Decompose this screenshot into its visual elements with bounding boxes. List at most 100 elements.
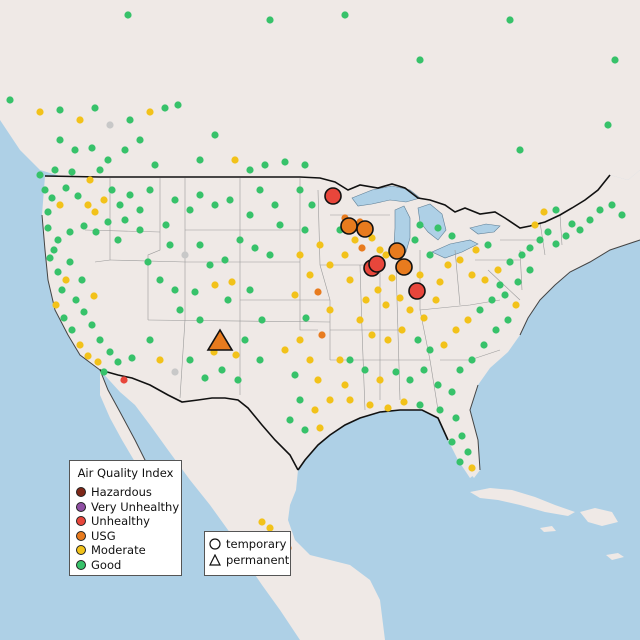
- monitor-dot: [488, 296, 496, 304]
- monitor-dot: [308, 201, 316, 209]
- monitor-dot: [196, 241, 204, 249]
- monitor-dot: [291, 291, 299, 299]
- monitor-dot: [156, 276, 164, 284]
- monitor-dot: [246, 166, 254, 174]
- monitor-dot: [84, 201, 92, 209]
- monitor-dot: [452, 414, 460, 422]
- monitor-dot: [54, 236, 62, 244]
- monitor-type-legend: temporary permanent: [204, 531, 291, 576]
- monitor-dot: [68, 168, 76, 176]
- lake-ontario: [469, 223, 501, 235]
- monitor-dot: [434, 224, 442, 232]
- monitor-dot: [286, 416, 294, 424]
- monitor-dot: [416, 401, 424, 409]
- monitor-dot: [484, 241, 492, 249]
- circle-icon: [209, 538, 221, 550]
- monitor-dot: [196, 191, 204, 199]
- monitor-dot: [196, 316, 204, 324]
- monitor-dot: [234, 376, 242, 384]
- monitor-dot: [406, 306, 414, 314]
- monitor-dot: [336, 356, 344, 364]
- monitor-dot: [52, 301, 60, 309]
- monitor-dot: [91, 208, 99, 216]
- monitor-dot: [62, 276, 70, 284]
- canada-land: [0, 0, 640, 228]
- monitor-dot: [276, 221, 284, 229]
- monitor-dot: [368, 234, 376, 242]
- monitor-dot: [382, 251, 390, 259]
- monitor-dot: [171, 286, 179, 294]
- legend-item-usg: USG: [70, 529, 181, 544]
- monitor-dot: [126, 191, 134, 199]
- monitor-dot: [496, 281, 504, 289]
- legend-label: USG: [91, 528, 116, 543]
- monitor-dot: [281, 346, 289, 354]
- monitor-dot: [494, 266, 502, 274]
- mexico-land: [100, 370, 385, 640]
- monitor-dot: [88, 321, 96, 329]
- monitor-dot: [92, 228, 100, 236]
- monitor-dot: [382, 301, 390, 309]
- monitor-dot: [226, 196, 234, 204]
- legend-label: Good: [91, 557, 122, 572]
- monitor-dot: [246, 211, 254, 219]
- temporary-monitor-marker: [356, 220, 374, 238]
- monitor-dot: [468, 356, 476, 364]
- monitor-dot: [146, 108, 154, 116]
- monitor-dot: [481, 276, 489, 284]
- legend-label: Unhealthy: [91, 514, 150, 529]
- lake-superior: [351, 185, 421, 207]
- monitor-dot: [341, 251, 349, 259]
- monitor-dot: [436, 278, 444, 286]
- monitor-dot: [106, 348, 114, 356]
- jamaica-land: [540, 526, 556, 532]
- temporary-monitor-marker: [395, 258, 413, 276]
- monitor-dot: [206, 261, 214, 269]
- monitor-dot: [420, 366, 428, 374]
- monitor-dot: [162, 221, 170, 229]
- monitor-dot: [91, 104, 99, 112]
- monitor-dot: [266, 251, 274, 259]
- monitor-dot: [50, 246, 58, 254]
- monitor-dot: [84, 352, 92, 360]
- monitor-dot: [544, 228, 552, 236]
- monitor-dot: [326, 261, 334, 269]
- monitor-dot: [306, 271, 314, 279]
- monitor-dot: [108, 186, 116, 194]
- monitor-dot: [161, 104, 169, 112]
- monitor-dot: [114, 358, 122, 366]
- monitor-dot: [66, 228, 74, 236]
- legend-item-good: Good: [70, 558, 181, 573]
- monitor-dot: [314, 376, 322, 384]
- temporary-monitor-marker: [408, 282, 426, 300]
- monitor-dot: [114, 236, 122, 244]
- monitor-dots: [6, 11, 626, 552]
- monitor-dot: [464, 448, 472, 456]
- hazardous-swatch: [76, 487, 86, 498]
- monitor-dot: [316, 424, 324, 432]
- monitor-dot: [76, 116, 84, 124]
- monitor-dot: [90, 292, 98, 300]
- monitor-dot: [400, 398, 408, 406]
- monitor-dot: [74, 192, 82, 200]
- monitor-dot: [48, 194, 56, 202]
- legend-item-unhealthy: Unhealthy: [70, 514, 181, 529]
- monitor-dot: [440, 341, 448, 349]
- legend-item-moderate: Moderate: [70, 543, 181, 558]
- monitor-dot: [416, 271, 424, 279]
- monitor-dot: [106, 121, 114, 129]
- monitor-dot: [406, 376, 414, 384]
- monitor-dot: [301, 426, 309, 434]
- monitor-dot: [448, 438, 456, 446]
- monitor-dot: [72, 296, 80, 304]
- monitor-dot: [136, 206, 144, 214]
- monitor-dot: [576, 226, 584, 234]
- monitor-dot: [456, 256, 464, 264]
- monitor-dot: [396, 294, 404, 302]
- monitor-dot: [76, 341, 84, 349]
- monitor-dot: [120, 376, 128, 384]
- monitor-dot: [136, 226, 144, 234]
- legend-item-very-unhealthy: Very Unhealthy: [70, 500, 181, 515]
- monitor-dot: [124, 11, 132, 19]
